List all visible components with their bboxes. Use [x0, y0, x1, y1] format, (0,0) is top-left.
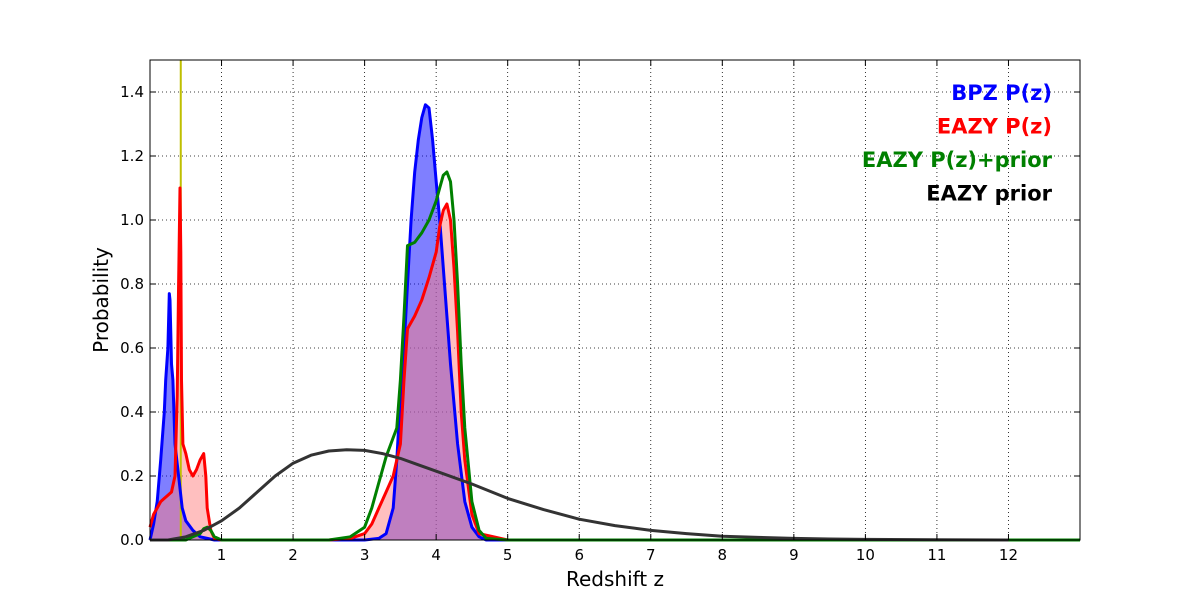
plot-background [150, 60, 1080, 540]
axis-ticks: 1 2 3 4 5 6 7 8 9 10 11 120.00.20.40.60.81.01.21.4 [120, 60, 1080, 564]
y-tick-label: 0.0 [120, 531, 144, 549]
series-line-3 [150, 448, 1009, 542]
x-tick-label: 12 [999, 546, 1018, 564]
plot-frame [149, 59, 1081, 541]
y-tick-label: 0.8 [120, 275, 144, 293]
x-axis-label: Redshift z [566, 567, 664, 591]
x-tick-label: 9 [789, 546, 799, 564]
y-tick-label: 1.0 [120, 211, 144, 229]
y-tick-label: 0.6 [120, 339, 144, 357]
y-tick-label: 1.2 [120, 147, 144, 165]
x-tick-label: 11 [927, 546, 946, 564]
x-tick-label: 4 [431, 546, 441, 564]
y-tick-label: 0.4 [120, 403, 144, 421]
x-tick-label: 1 [217, 546, 227, 564]
x-tick-label: 5 [503, 546, 513, 564]
legend-entry: EAZY P(z)+prior [862, 148, 1053, 172]
legend-entry: EAZY P(z) [937, 115, 1052, 139]
x-tick-label: 6 [574, 546, 584, 564]
series-line-0 [148, 103, 1080, 542]
x-tick-label: 10 [856, 546, 875, 564]
series-lines [148, 60, 1080, 542]
x-tick-label: 8 [718, 546, 728, 564]
y-tick-label: 1.4 [120, 83, 144, 101]
x-tick-label: 7 [646, 546, 656, 564]
legend: BPZ P(z) EAZY P(z) EAZY P(z)+prior EAZY pri… [862, 81, 1053, 206]
grid [150, 60, 1080, 541]
legend-entry: EAZY prior [926, 182, 1052, 206]
x-tick-label: 3 [360, 546, 370, 564]
y-axis-label: Probability [89, 247, 113, 353]
y-tick-label: 0.2 [120, 467, 144, 485]
x-tick-label: 2 [288, 546, 298, 564]
series-line-1 [148, 186, 1080, 542]
legend-entry: BPZ P(z) [951, 81, 1052, 105]
